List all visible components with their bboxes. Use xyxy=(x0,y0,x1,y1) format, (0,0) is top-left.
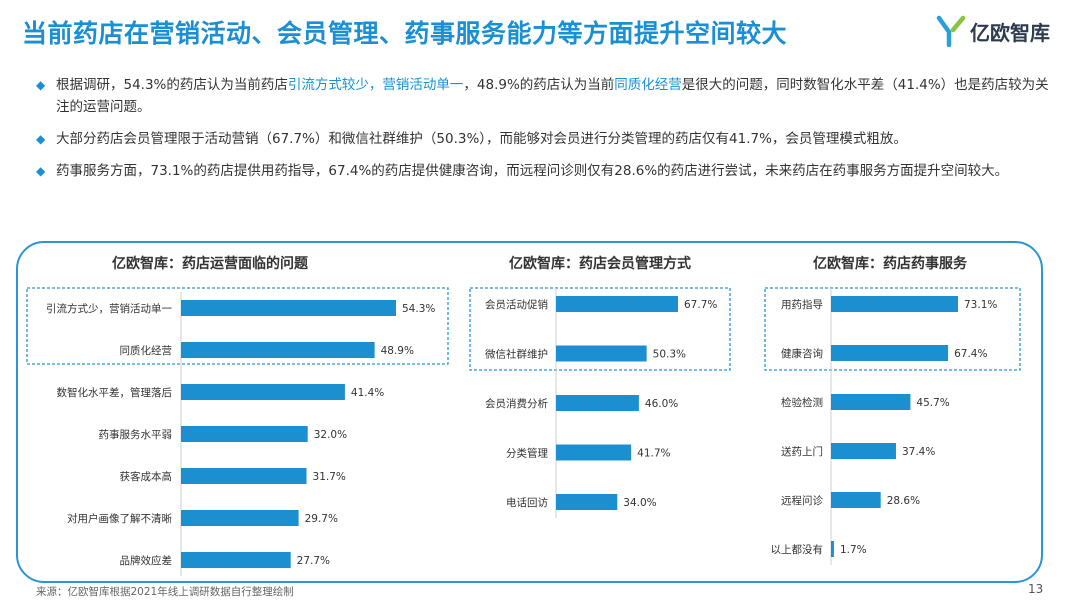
category-label: 会员活动促销 xyxy=(485,298,548,311)
logo-text: 亿欧智库 xyxy=(970,20,1050,45)
category-label: 药事服务水平弱 xyxy=(99,428,173,441)
category-label: 健康咨询 xyxy=(781,347,823,360)
bar xyxy=(556,395,639,411)
value-label: 27.7% xyxy=(297,555,330,567)
bar xyxy=(181,342,375,358)
value-label: 41.4% xyxy=(351,387,384,399)
category-label: 检验检测 xyxy=(781,396,823,409)
value-label: 31.7% xyxy=(313,471,346,483)
page-number: 13 xyxy=(1028,582,1044,596)
bar xyxy=(831,394,911,410)
bar xyxy=(181,426,308,442)
chart-title: 亿欧智库：药店会员管理方式 xyxy=(509,255,691,272)
category-label: 同质化经营 xyxy=(120,344,173,357)
logo-y-icon xyxy=(936,15,966,47)
summary-bullets: 根据调研，54.3%的药店认为当前药店引流方式较少，营销活动单一，48.9%的药… xyxy=(36,74,1056,192)
highlight-box xyxy=(469,287,731,371)
category-label: 电话回访 xyxy=(506,496,548,509)
category-label: 引流方式少，营销活动单一 xyxy=(46,302,172,315)
value-label: 28.6% xyxy=(887,495,920,507)
category-label: 会员消费分析 xyxy=(485,397,548,410)
value-label: 67.4% xyxy=(954,348,987,360)
chart-title: 亿欧智库：药店运营面临的问题 xyxy=(112,255,309,272)
category-label: 以上都没有 xyxy=(771,543,824,556)
highlight-box xyxy=(764,287,1021,371)
value-label: 46.0% xyxy=(645,398,678,410)
category-label: 分类管理 xyxy=(506,447,548,460)
bar xyxy=(831,443,896,459)
category-label: 远程问诊 xyxy=(781,494,823,507)
value-label: 45.7% xyxy=(916,397,949,409)
bar xyxy=(181,384,345,400)
bar xyxy=(831,345,949,361)
bullet-2: 大部分药店会员管理限于活动营销（67.7%）和微信社群维护（50.3%），而能够… xyxy=(36,128,1056,150)
value-label: 32.0% xyxy=(314,429,347,441)
brand-logo: 亿欧智库 xyxy=(936,14,1050,48)
value-label: 1.7% xyxy=(840,544,867,556)
category-label: 送药上门 xyxy=(781,445,823,458)
value-label: 50.3% xyxy=(653,349,686,361)
bar xyxy=(556,345,647,362)
page-title: 当前药店在营销活动、会员管理、药事服务能力等方面提升空间较大 xyxy=(22,19,788,48)
category-label: 数智化水平差，管理落后 xyxy=(57,386,173,399)
category-label: 对用户画像了解不清晰 xyxy=(67,512,172,525)
highlight-box xyxy=(26,287,449,365)
bar xyxy=(831,296,958,312)
value-label: 54.3% xyxy=(402,303,435,315)
bar xyxy=(831,492,881,508)
bar xyxy=(831,541,834,557)
value-label: 34.0% xyxy=(623,497,656,509)
value-label: 41.7% xyxy=(637,448,670,460)
charts-panel xyxy=(16,241,1043,583)
value-label: 73.1% xyxy=(964,299,997,311)
bullet-1: 根据调研，54.3%的药店认为当前药店引流方式较少，营销活动单一，48.9%的药… xyxy=(36,74,1056,118)
category-label: 用药指导 xyxy=(781,298,823,311)
chart-title: 亿欧智库：药店药事服务 xyxy=(813,255,968,272)
bar xyxy=(181,510,299,526)
value-label: 48.9% xyxy=(381,345,414,357)
bullet-3: 药事服务方面，73.1%的药店提供用药指导，67.4%的药店提供健康咨询，而远程… xyxy=(36,160,1056,182)
bar xyxy=(556,494,618,510)
highlight-text: 同质化经营 xyxy=(614,77,682,93)
bar xyxy=(181,552,291,568)
value-label: 67.7% xyxy=(684,299,717,311)
category-label: 微信社群维护 xyxy=(485,348,548,361)
bar xyxy=(181,468,307,484)
bar xyxy=(181,300,396,316)
bar xyxy=(556,296,678,312)
category-label: 品牌效应差 xyxy=(120,554,173,567)
bar xyxy=(556,444,632,461)
highlight-text: 引流方式较少，营销活动单一 xyxy=(287,77,464,93)
category-label: 获客成本高 xyxy=(120,470,173,483)
value-label: 29.7% xyxy=(305,513,338,525)
source-note: 来源：亿欧智库根据2021年线上调研数据自行整理绘制 xyxy=(36,586,294,598)
value-label: 37.4% xyxy=(902,446,935,458)
